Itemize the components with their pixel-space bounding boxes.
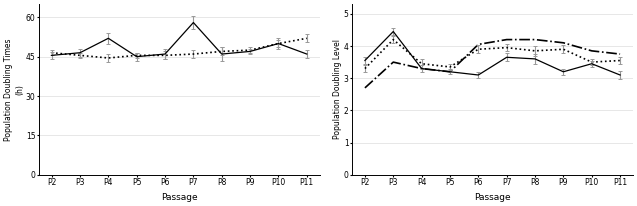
X-axis label: Passage: Passage [161,193,197,202]
Y-axis label: Population Doubling Times
(h): Population Doubling Times (h) [4,38,24,141]
Y-axis label: Population Doubling Level: Population Doubling Level [333,40,343,139]
X-axis label: Passage: Passage [474,193,511,202]
